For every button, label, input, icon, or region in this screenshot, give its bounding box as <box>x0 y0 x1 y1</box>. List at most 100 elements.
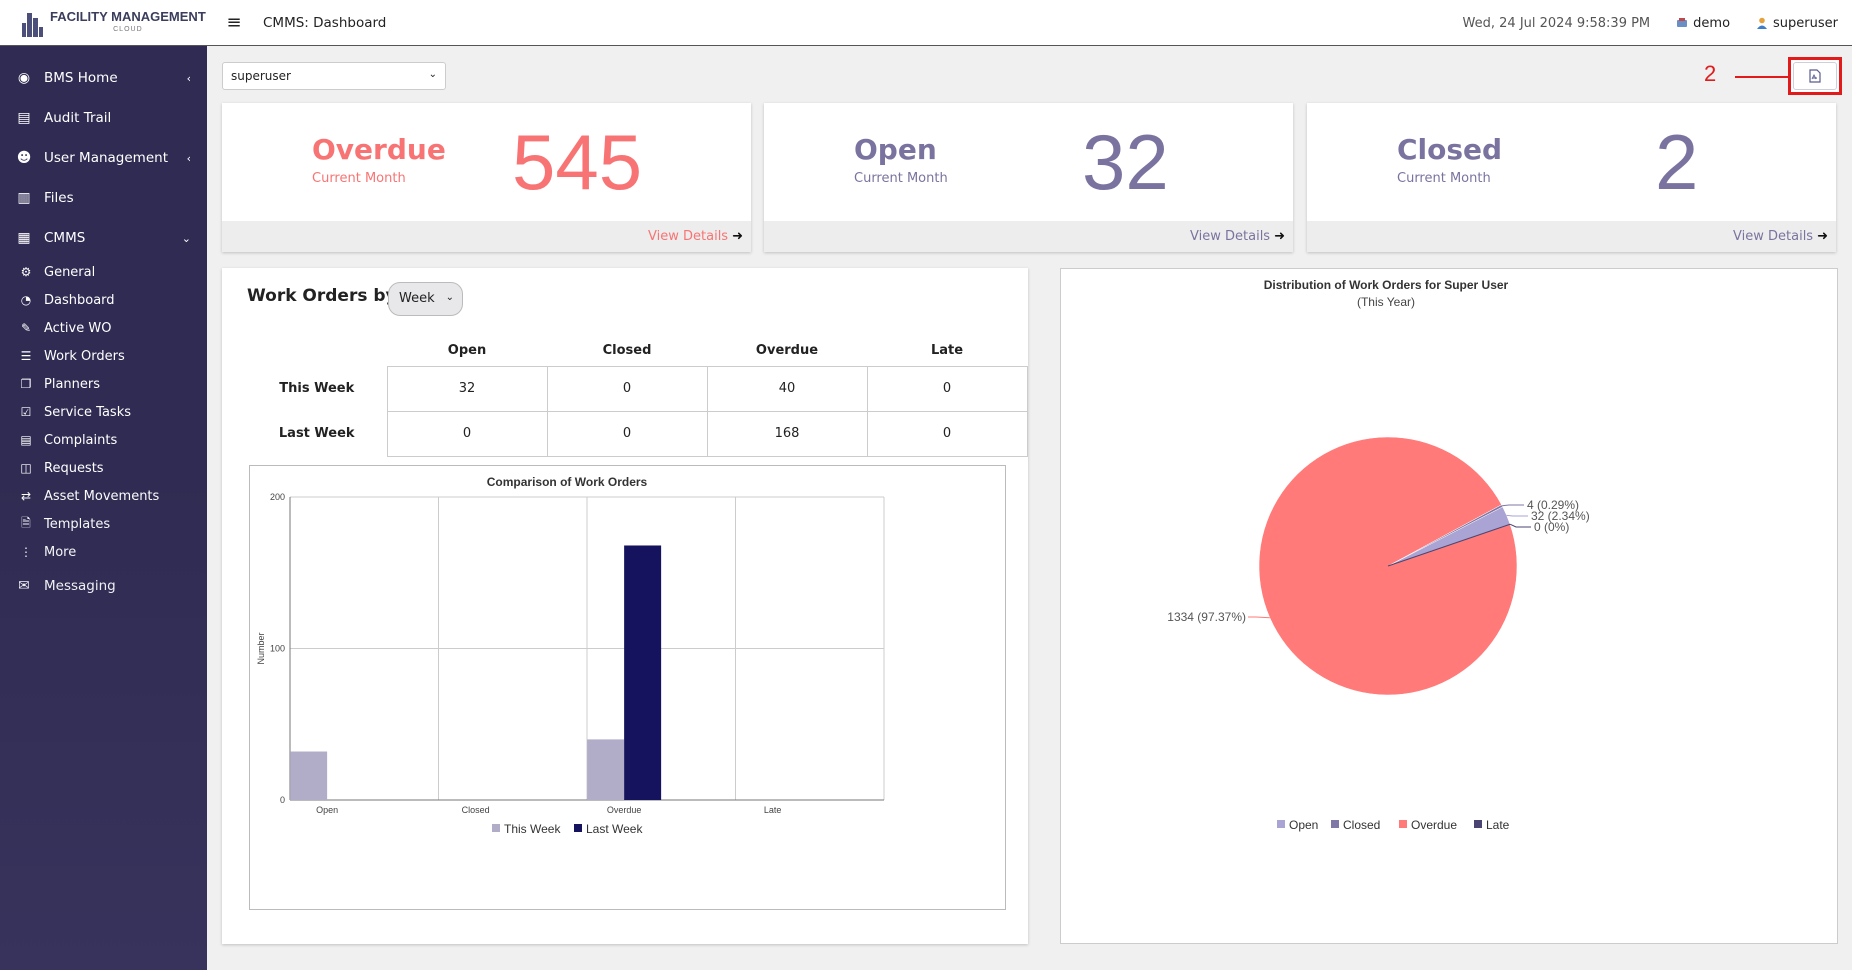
users-icon: ☻ <box>16 150 32 166</box>
chevron-left-icon: ‹ <box>186 71 191 85</box>
arrow-right-icon: ➜ <box>732 229 743 244</box>
sidebar-item-dashboard[interactable]: ◔ Dashboard <box>0 286 207 314</box>
user-icon <box>1757 17 1768 29</box>
sidebar-item-complaints[interactable]: ▤ Complaints <box>0 426 207 454</box>
columns-icon: ◫ <box>20 461 32 475</box>
closed-stat-card: Closed Current Month 2 View Details ➜ <box>1307 103 1836 252</box>
legend-label: Open <box>1289 818 1318 832</box>
logo-title: FACILITY MANAGEMENT <box>50 8 206 24</box>
view-details-label: View Details <box>1733 229 1814 244</box>
overdue-view-details-link[interactable]: View Details ➜ <box>222 221 751 252</box>
messaging-icon: ✉ <box>18 578 30 594</box>
sidebar-item-work-orders[interactable]: ☰ Work Orders <box>0 342 207 370</box>
files-icon: ▥ <box>17 190 31 206</box>
tenant-switcher[interactable]: demo <box>1676 16 1730 31</box>
comparison-bar-chart: Comparison of Work Orders 0 100 200 Number Op… <box>256 475 885 836</box>
sidebar-item-label: BMS Home <box>44 70 118 86</box>
bar-this-week-open <box>290 751 328 800</box>
legend-swatch <box>1277 820 1285 828</box>
row-label: Last Week <box>278 426 355 441</box>
pie-data-label: 32 (2.34%) <box>1531 509 1590 523</box>
annotation-number: 2 <box>1704 61 1717 86</box>
sidebar-item-label: Planners <box>44 376 101 392</box>
legend-swatch <box>492 824 500 832</box>
sidebar-item-label: Service Tasks <box>44 404 132 420</box>
dashboard-gauge-icon: ◉ <box>17 70 31 86</box>
arrow-right-icon: ➜ <box>1274 229 1285 244</box>
wrench-icon: ✎ <box>20 321 32 335</box>
hamburger-menu-icon[interactable]: ≡ <box>226 12 242 33</box>
sidebar-item-more[interactable]: ⋮ More <box>0 538 207 566</box>
arrow-right-icon: ➜ <box>1817 229 1828 244</box>
table-row: This Week 32 0 40 0 <box>247 365 1028 412</box>
legend-label: Late <box>1486 818 1510 832</box>
closed-count: 2 <box>1655 118 1699 206</box>
sidebar-item-label: More <box>44 544 77 560</box>
legend-label: Overdue <box>1411 818 1457 832</box>
pie-slice-late <box>1387 523 1511 567</box>
overdue-count: 545 <box>512 118 643 206</box>
closed-view-details-link[interactable]: View Details ➜ <box>1307 221 1836 252</box>
period-select[interactable]: Week ⌄ <box>388 282 463 316</box>
sidebar-item-label: Active WO <box>44 320 112 336</box>
sidebar-item-service-tasks[interactable]: ☑ Service Tasks <box>0 398 207 426</box>
chevron-down-icon: ⌄ <box>428 69 437 80</box>
pie-leader-line <box>1248 616 1270 619</box>
main-content: superuser ⌄ 2 Overdue Current Month 545 … <box>207 47 1852 970</box>
sidebar-item-label: Templates <box>44 516 111 532</box>
sidebar-item-bms-home[interactable]: ◉ BMS Home ‹ <box>0 58 207 98</box>
copy-icon: ❐ <box>20 377 32 391</box>
user-filter-value: superuser <box>231 69 291 83</box>
overdue-stat-card: Overdue Current Month 545 View Details ➜ <box>222 103 751 252</box>
sidebar-item-files[interactable]: ▥ Files <box>0 178 207 218</box>
table-cell: 0 <box>866 410 1028 457</box>
file-pdf-icon: 🗎 <box>21 515 31 530</box>
legend-swatch <box>574 824 582 832</box>
sidebar: ◉ BMS Home ‹ ▤ Audit Trail ☻ User Manage… <box>0 46 207 970</box>
column-header: Late <box>930 343 964 359</box>
top-bar: FACILITY MANAGEMENT CLOUD ≡ CMMS: Dashbo… <box>0 0 1852 46</box>
sidebar-item-cmms[interactable]: ▦ CMMS ⌄ <box>0 218 207 258</box>
pie-leader-line <box>1506 514 1528 517</box>
table-row: Last Week 0 0 168 0 <box>247 410 1028 457</box>
tenant-icon <box>1677 18 1688 27</box>
ellipsis-vertical-icon: ⋮ <box>20 545 32 559</box>
list-icon: ☰ <box>20 349 32 363</box>
sidebar-item-user-management[interactable]: ☻ User Management ‹ <box>0 138 207 178</box>
distribution-panel: Distribution of Work Orders for Super Us… <box>1060 268 1838 944</box>
closed-subtitle: Current Month <box>1397 171 1491 186</box>
sidebar-item-active-wo[interactable]: ✎ Active WO <box>0 314 207 342</box>
sidebar-item-asset-movements[interactable]: ⇄ Asset Movements <box>0 482 207 510</box>
sidebar-item-requests[interactable]: ◫ Requests <box>0 454 207 482</box>
pie-data-label: 0 (0%) <box>1534 520 1569 534</box>
logo-subtitle: CLOUD <box>113 25 143 33</box>
table-cell: 0 <box>546 410 708 457</box>
check-square-icon: ☑ <box>20 405 32 419</box>
x-tick-label: Open <box>316 805 338 815</box>
sidebar-item-templates[interactable]: 🗎 Templates <box>0 510 207 538</box>
export-pdf-button[interactable] <box>1788 57 1842 95</box>
chevron-down-icon: ⌄ <box>445 292 454 303</box>
y-tick-label: 0 <box>280 795 285 805</box>
x-tick-label: Late <box>764 805 782 815</box>
sidebar-item-planners[interactable]: ❐ Planners <box>0 370 207 398</box>
y-tick-label: 200 <box>270 492 285 502</box>
pie-leader-line <box>1502 504 1524 507</box>
open-view-details-link[interactable]: View Details ➜ <box>764 221 1293 252</box>
legend-label: Closed <box>1343 818 1380 832</box>
y-tick-label: 100 <box>270 644 285 654</box>
user-filter-select[interactable]: superuser ⌄ <box>222 62 446 90</box>
annotation-line <box>1735 76 1788 78</box>
app-logo[interactable]: FACILITY MANAGEMENT CLOUD <box>0 0 207 46</box>
overdue-subtitle: Current Month <box>312 171 406 186</box>
work-orders-title: Work Orders by <box>247 286 397 306</box>
sidebar-item-general[interactable]: ⚙ General <box>0 258 207 286</box>
user-menu[interactable]: superuser <box>1756 16 1838 31</box>
closed-title: Closed <box>1397 133 1503 166</box>
chevron-left-icon: ‹ <box>186 151 191 165</box>
sidebar-item-audit-trail[interactable]: ▤ Audit Trail <box>0 98 207 138</box>
sidebar-item-messaging[interactable]: ✉ Messaging <box>0 566 207 606</box>
pie-leader-line <box>1509 523 1531 528</box>
open-title: Open <box>854 133 937 166</box>
clipboard-icon: ▤ <box>17 110 31 126</box>
